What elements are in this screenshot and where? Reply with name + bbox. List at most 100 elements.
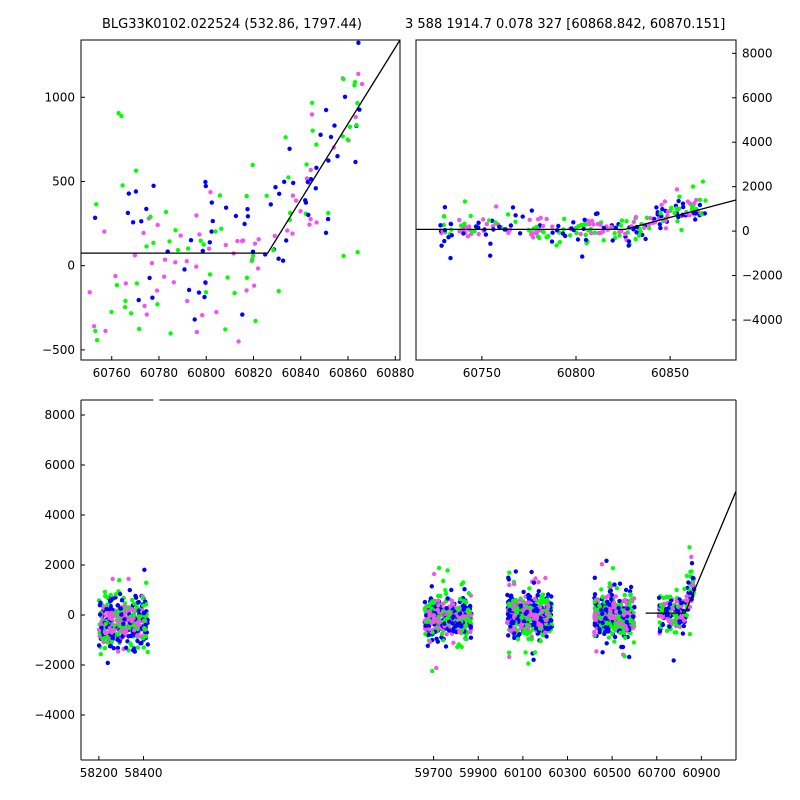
data-point [307, 222, 312, 227]
data-point [550, 230, 555, 235]
data-point [544, 609, 550, 614]
data-point [624, 619, 629, 625]
data-point [128, 606, 133, 611]
data-point [462, 199, 468, 204]
data-point [448, 221, 454, 227]
data-point [623, 587, 629, 593]
data-point [616, 620, 621, 625]
data-point [685, 199, 690, 204]
data-point [512, 635, 517, 641]
data-point [457, 217, 462, 223]
data-point [631, 640, 637, 645]
data-point [627, 599, 633, 604]
data-point [604, 558, 609, 563]
data-point [651, 216, 657, 222]
data-point [209, 229, 214, 234]
data-point [355, 100, 360, 106]
data-point [442, 238, 447, 244]
data-point [462, 599, 467, 604]
data-point [466, 591, 471, 596]
data-point [667, 602, 673, 607]
data-point [592, 622, 598, 628]
data-point [521, 618, 526, 624]
data-point [144, 312, 149, 317]
data-point [596, 230, 601, 236]
data-point [117, 578, 122, 583]
x-tick-label: 60850 [651, 366, 689, 380]
data-point [529, 208, 534, 213]
data-point [505, 612, 511, 617]
data-point [609, 596, 614, 602]
data-point [207, 240, 212, 245]
data-point [536, 589, 541, 594]
data-point [689, 554, 694, 560]
data-point [323, 107, 329, 113]
data-point [601, 238, 606, 243]
data-point [697, 197, 703, 202]
data-point [326, 210, 331, 216]
data-point [459, 582, 464, 587]
data-point [529, 569, 534, 575]
data-point [431, 571, 437, 577]
data-point [468, 213, 473, 219]
data-point [624, 627, 629, 632]
data-point [436, 619, 441, 624]
data-point [521, 589, 526, 595]
data-point [232, 290, 237, 296]
data-point [184, 259, 189, 264]
data-point [662, 199, 668, 204]
data-point [451, 626, 456, 631]
data-point [276, 256, 281, 261]
data-point [507, 582, 512, 588]
data-point [668, 594, 673, 599]
data-point [426, 632, 431, 638]
data-point [523, 650, 528, 655]
data-point [679, 227, 684, 233]
data-point [658, 613, 663, 618]
data-point [436, 565, 442, 571]
data-point [196, 290, 202, 295]
data-point [538, 638, 543, 644]
data-point [627, 654, 632, 660]
data-point [115, 619, 121, 624]
right-panel-title: 3 588 1914.7 0.078 327 [60868.842, 60870… [405, 17, 726, 32]
data-point [468, 624, 473, 629]
data-point [493, 220, 498, 225]
data-point [108, 643, 113, 648]
data-point [132, 601, 137, 606]
data-point [108, 606, 114, 611]
data-point [171, 280, 176, 285]
data-point [507, 607, 512, 613]
data-point [98, 600, 103, 605]
data-point [462, 221, 467, 226]
data-point [340, 134, 345, 139]
data-point [450, 621, 455, 626]
x-tick-label: 59700 [415, 766, 453, 780]
zoom-left-points [87, 40, 365, 344]
data-point [609, 631, 615, 636]
data-point [506, 650, 512, 655]
data-point [531, 657, 536, 662]
data-point [98, 652, 104, 657]
data-point [465, 234, 471, 239]
data-point [633, 237, 638, 242]
data-point [359, 81, 365, 87]
data-point [447, 628, 452, 633]
data-point [123, 645, 129, 650]
data-point [484, 221, 489, 227]
data-point [291, 180, 296, 186]
data-point [178, 233, 183, 238]
data-point [175, 247, 181, 253]
data-point [665, 612, 670, 618]
data-point [110, 576, 115, 582]
data-point [443, 588, 448, 593]
data-point [201, 242, 206, 247]
data-point [619, 644, 624, 650]
data-point [677, 620, 682, 625]
data-point [192, 317, 197, 322]
data-point [143, 622, 148, 628]
data-point [438, 593, 443, 599]
data-point [681, 204, 686, 210]
data-point [96, 643, 102, 648]
data-point [562, 216, 567, 222]
